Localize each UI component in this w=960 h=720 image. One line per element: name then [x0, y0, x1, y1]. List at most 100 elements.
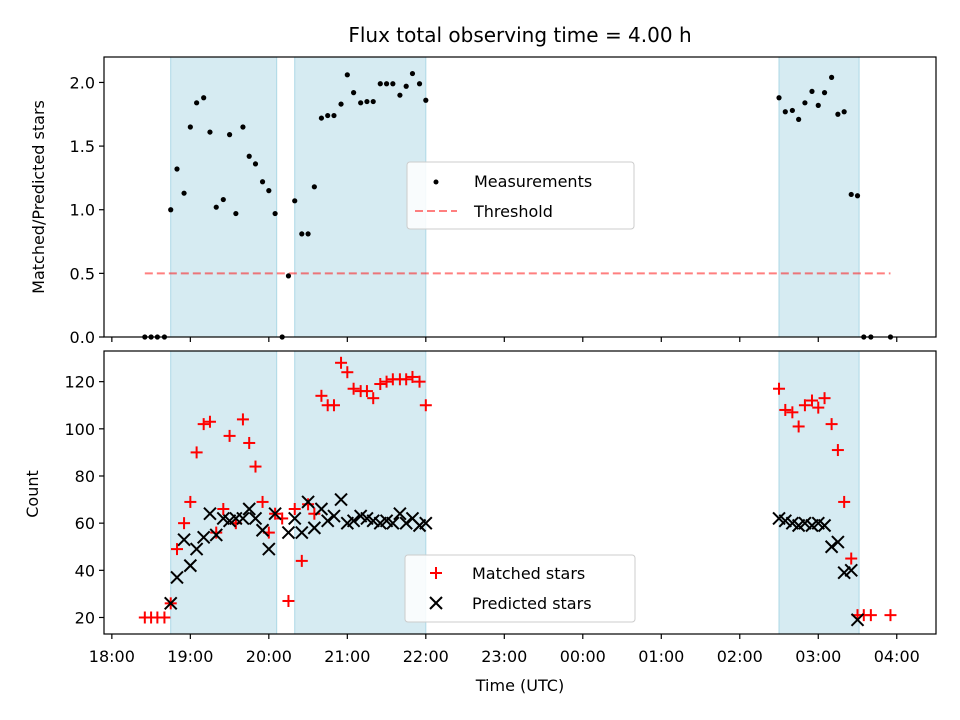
measurement-point: [782, 109, 788, 115]
predicted-star-marker: [183, 558, 198, 573]
matched-star-marker: [406, 370, 419, 383]
top-legend: Measurements Threshold: [406, 161, 635, 230]
measurement-point: [299, 231, 305, 237]
measurement-point: [390, 81, 396, 87]
predicted-star-marker: [189, 542, 204, 556]
matched-star-marker: [838, 495, 851, 508]
bottom-legend-box: [404, 554, 636, 623]
bottom-y-tick-label: 20: [75, 608, 95, 627]
predicted-star-markers: [164, 492, 865, 627]
measurement-point: [220, 196, 226, 203]
measurement-point: [841, 109, 847, 115]
predicted-star-marker: [209, 528, 223, 542]
measurement-point: [252, 161, 259, 167]
legend-matched-label: Matched stars: [472, 564, 585, 583]
bottom-y-tick-label: 100: [64, 420, 95, 439]
measurement-point: [266, 188, 272, 194]
top-y-tick-label: 1.5: [70, 137, 95, 156]
legend-threshold-label: Threshold: [473, 202, 553, 221]
measurement-point: [409, 70, 416, 77]
matched-star-marker: [308, 507, 321, 520]
top-y-tick-label: 0.5: [70, 264, 95, 283]
top-observing-band-1: [294, 56, 427, 338]
predicted-star-marker: [301, 495, 315, 509]
matched-star-marker: [380, 375, 393, 388]
x-tick-label: 18:00: [89, 647, 135, 666]
top-panel: 0.00.51.01.52.0 Matched/Predicted stars …: [29, 56, 937, 347]
x-tick-label: 02:00: [717, 647, 763, 666]
measurement-point: [259, 179, 266, 185]
predicted-star-marker: [850, 613, 865, 627]
matched-star-marker: [884, 609, 897, 622]
measurement-point: [344, 72, 350, 78]
matched-star-marker: [184, 495, 197, 508]
x-tick-label: 03:00: [795, 647, 841, 666]
predicted-star-marker: [170, 570, 184, 585]
predicted-star-marker: [334, 492, 348, 507]
measurement-point: [377, 81, 383, 87]
predicted-star-marker: [203, 507, 217, 521]
matched-star-marker: [773, 382, 786, 395]
matched-star-marker: [400, 373, 413, 386]
predicted-star-marker: [327, 509, 341, 523]
matched-star-marker: [327, 399, 340, 412]
matched-star-marker: [178, 517, 191, 530]
bottom-y-axis-label: Count: [23, 470, 42, 518]
measurement-point: [789, 107, 795, 114]
matched-star-marker: [335, 356, 348, 369]
matched-star-marker: [845, 552, 858, 565]
predicted-star-marker: [268, 507, 282, 521]
top-y-tick-label: 2.0: [70, 73, 95, 92]
measurement-point: [207, 129, 213, 135]
measurement-point: [174, 166, 180, 172]
matched-star-marker: [315, 389, 328, 402]
measurement-point: [809, 88, 815, 94]
predicted-star-marker: [242, 502, 256, 516]
matched-star-marker: [288, 503, 301, 516]
bottom-x-ticks: 18:00 19:00 20:00 21:00 22:00 23:00 00:00 01:00…: [89, 634, 920, 666]
x-axis-label: Time (UTC): [475, 676, 564, 695]
matched-star-marker: [812, 401, 825, 414]
x-tick-label: 22:00: [403, 647, 449, 666]
predicted-star-marker: [314, 502, 329, 516]
matched-star-marker: [249, 460, 262, 473]
x-tick-label: 20:00: [246, 647, 292, 666]
matched-star-marker: [197, 418, 210, 431]
top-y-axis-label: Matched/Predicted stars: [29, 100, 48, 294]
measurement-point: [403, 83, 409, 89]
measurement-point: [246, 153, 252, 159]
matched-star-marker: [282, 594, 295, 607]
matched-star-marker: [360, 385, 373, 398]
measurement-point: [796, 116, 802, 122]
measurement-point: [285, 273, 292, 279]
measurement-point: [311, 184, 317, 190]
measurement-point: [201, 95, 207, 101]
matched-star-marker: [825, 418, 838, 431]
top-y-ticks: 0.0 0.5 1.0 1.5 2.0: [70, 73, 104, 347]
top-x-ticks: [111, 337, 898, 342]
measurement-point: [815, 102, 821, 108]
predicted-star-marker: [366, 514, 380, 528]
measurement-point: [364, 98, 370, 105]
measurement-point: [305, 231, 311, 237]
measurement-point: [835, 111, 841, 117]
matched-star-marker: [419, 399, 432, 412]
matched-star-marker: [786, 406, 799, 419]
matched-star-marker: [276, 512, 289, 525]
measurement-point: [325, 112, 331, 119]
matched-star-marker: [210, 526, 223, 539]
bottom-axes-frame: [103, 350, 937, 635]
matched-star-marker: [217, 503, 230, 516]
matched-star-marker: [367, 392, 380, 405]
measurement-point: [194, 100, 200, 106]
matched-star-markers: [138, 356, 897, 624]
measurement-point: [318, 115, 325, 121]
predicted-star-marker: [262, 542, 276, 556]
measurement-point: [802, 100, 808, 106]
predicted-star-marker: [295, 525, 309, 540]
top-axes-frame: [103, 56, 937, 338]
matched-star-marker: [792, 420, 805, 433]
predicted-star-marker: [386, 516, 400, 530]
measurement-point: [233, 210, 239, 217]
matched-star-marker: [798, 399, 811, 412]
